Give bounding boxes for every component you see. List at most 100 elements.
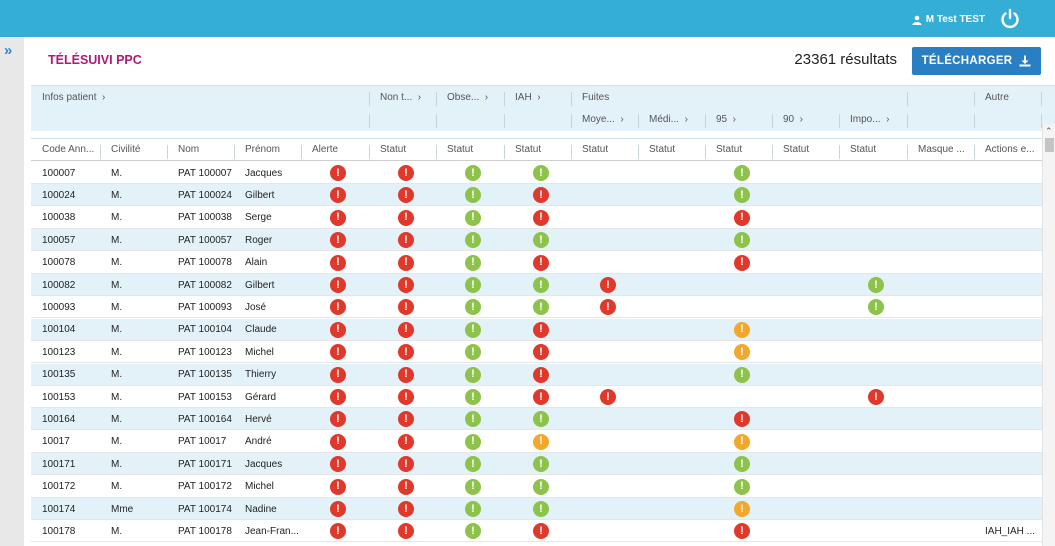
status-red-icon[interactable]: ! <box>330 456 346 473</box>
status-red-icon[interactable]: ! <box>398 344 414 361</box>
status-green-icon[interactable]: ! <box>868 277 884 293</box>
status-green-icon[interactable]: ! <box>465 232 481 249</box>
table-row[interactable]: 100164 M. PAT 100164 Hervé!!!!! <box>31 408 1055 431</box>
status-red-icon[interactable]: ! <box>398 232 414 249</box>
scroll-up-icon[interactable]: ⌃ <box>1045 126 1053 136</box>
download-button[interactable]: TÉLÉCHARGER <box>912 47 1041 75</box>
status-green-icon[interactable]: ! <box>465 523 481 540</box>
status-green-icon[interactable]: ! <box>465 321 481 338</box>
status-red-icon[interactable]: ! <box>398 165 414 181</box>
group-non-t[interactable]: Non t... › <box>380 91 422 103</box>
status-red-icon[interactable]: ! <box>398 501 414 517</box>
status-green-icon[interactable]: ! <box>533 232 549 249</box>
status-red-icon[interactable]: ! <box>600 299 616 316</box>
status-red-icon[interactable]: ! <box>330 344 346 361</box>
status-red-icon[interactable]: ! <box>330 411 346 428</box>
status-red-icon[interactable]: ! <box>734 523 750 540</box>
status-green-icon[interactable]: ! <box>465 209 481 226</box>
column-header-masque[interactable]: Masque ... <box>918 144 965 155</box>
status-green-icon[interactable]: ! <box>465 254 481 271</box>
status-red-icon[interactable]: ! <box>330 523 346 540</box>
status-red-icon[interactable]: ! <box>533 254 549 271</box>
status-red-icon[interactable]: ! <box>330 389 346 405</box>
column-header-actions[interactable]: Actions e... <box>985 144 1035 155</box>
expand-sidebar-icon[interactable]: » <box>4 42 13 59</box>
subgroup-medi[interactable]: Médi... › <box>649 114 688 125</box>
status-red-icon[interactable]: ! <box>330 232 346 249</box>
status-red-icon[interactable]: ! <box>398 187 414 204</box>
status-orange-icon[interactable]: ! <box>533 433 549 450</box>
status-green-icon[interactable]: ! <box>465 344 481 361</box>
column-header-nom[interactable]: Nom <box>178 144 200 155</box>
column-header-alerte[interactable]: Alerte <box>312 144 339 155</box>
status-red-icon[interactable]: ! <box>398 366 414 383</box>
table-row[interactable]: 100153 M. PAT 100153 Gérard!!!!!! <box>31 386 1055 408</box>
table-row[interactable]: 100171 M. PAT 100171 Jacques!!!!! <box>31 453 1055 476</box>
table-row[interactable]: 100093 M. PAT 100093 José!!!!!! <box>31 296 1055 319</box>
status-green-icon[interactable]: ! <box>533 456 549 473</box>
column-header-statut-4[interactable]: Statut <box>582 144 609 155</box>
status-red-icon[interactable]: ! <box>330 433 346 450</box>
group-iah[interactable]: IAH › <box>515 91 541 103</box>
column-header-statut-8[interactable]: Statut <box>850 144 877 155</box>
status-red-icon[interactable]: ! <box>533 366 549 383</box>
status-green-icon[interactable]: ! <box>533 478 549 495</box>
status-red-icon[interactable]: ! <box>734 254 750 271</box>
power-icon[interactable] <box>999 8 1021 30</box>
status-green-icon[interactable]: ! <box>533 411 549 428</box>
table-row[interactable]: 10017 M. PAT 10017 André!!!!! <box>31 431 1055 453</box>
status-green-icon[interactable]: ! <box>465 433 481 450</box>
status-red-icon[interactable]: ! <box>330 187 346 204</box>
status-red-icon[interactable]: ! <box>330 165 346 181</box>
status-green-icon[interactable]: ! <box>734 478 750 495</box>
subgroup-95[interactable]: 95 › <box>716 114 737 125</box>
status-green-icon[interactable]: ! <box>465 366 481 383</box>
column-header-statut-5[interactable]: Statut <box>649 144 676 155</box>
column-header-statut-2[interactable]: Statut <box>447 144 474 155</box>
table-row[interactable]: 100178 M. PAT 100178 Jean-Fran...!!!!! IAH_I… <box>31 520 1055 543</box>
column-header-statut-6[interactable]: Statut <box>716 144 743 155</box>
column-header-civilite[interactable]: Civilité <box>111 144 141 155</box>
status-red-icon[interactable]: ! <box>533 389 549 405</box>
status-red-icon[interactable]: ! <box>330 321 346 338</box>
status-green-icon[interactable]: ! <box>868 299 884 316</box>
status-green-icon[interactable]: ! <box>465 389 481 405</box>
status-orange-icon[interactable]: ! <box>734 501 750 517</box>
status-red-icon[interactable]: ! <box>398 299 414 316</box>
status-green-icon[interactable]: ! <box>734 187 750 204</box>
status-red-icon[interactable]: ! <box>398 433 414 450</box>
group-infos-patient[interactable]: Infos patient › <box>42 91 106 103</box>
status-green-icon[interactable]: ! <box>465 478 481 495</box>
table-row[interactable]: 100082 M. PAT 100082 Gilbert!!!!!! <box>31 274 1055 296</box>
status-red-icon[interactable]: ! <box>398 478 414 495</box>
scroll-thumb[interactable] <box>1045 138 1054 152</box>
status-green-icon[interactable]: ! <box>734 232 750 249</box>
status-red-icon[interactable]: ! <box>330 209 346 226</box>
status-red-icon[interactable]: ! <box>868 389 884 405</box>
status-green-icon[interactable]: ! <box>734 165 750 181</box>
status-red-icon[interactable]: ! <box>533 523 549 540</box>
table-row[interactable]: 100172 M. PAT 100172 Michel!!!!! <box>31 476 1055 498</box>
status-green-icon[interactable]: ! <box>533 165 549 181</box>
status-red-icon[interactable]: ! <box>398 411 414 428</box>
status-red-icon[interactable]: ! <box>734 411 750 428</box>
status-red-icon[interactable]: ! <box>398 254 414 271</box>
status-red-icon[interactable]: ! <box>330 478 346 495</box>
subgroup-90[interactable]: 90 › <box>783 114 804 125</box>
subgroup-moye[interactable]: Moye... › <box>582 114 624 125</box>
status-orange-icon[interactable]: ! <box>734 433 750 450</box>
status-red-icon[interactable]: ! <box>398 277 414 293</box>
status-green-icon[interactable]: ! <box>533 299 549 316</box>
status-red-icon[interactable]: ! <box>330 366 346 383</box>
status-red-icon[interactable]: ! <box>330 277 346 293</box>
status-red-icon[interactable]: ! <box>533 187 549 204</box>
status-red-icon[interactable]: ! <box>330 254 346 271</box>
status-red-icon[interactable]: ! <box>398 209 414 226</box>
status-red-icon[interactable]: ! <box>398 321 414 338</box>
vertical-scrollbar[interactable]: ⌃ <box>1042 124 1055 546</box>
status-green-icon[interactable]: ! <box>465 501 481 517</box>
table-row[interactable]: 100123 M. PAT 100123 Michel!!!!! <box>31 341 1055 364</box>
column-header-statut-3[interactable]: Statut <box>515 144 542 155</box>
status-green-icon[interactable]: ! <box>465 456 481 473</box>
column-header-code[interactable]: Code Ann... <box>42 144 95 155</box>
